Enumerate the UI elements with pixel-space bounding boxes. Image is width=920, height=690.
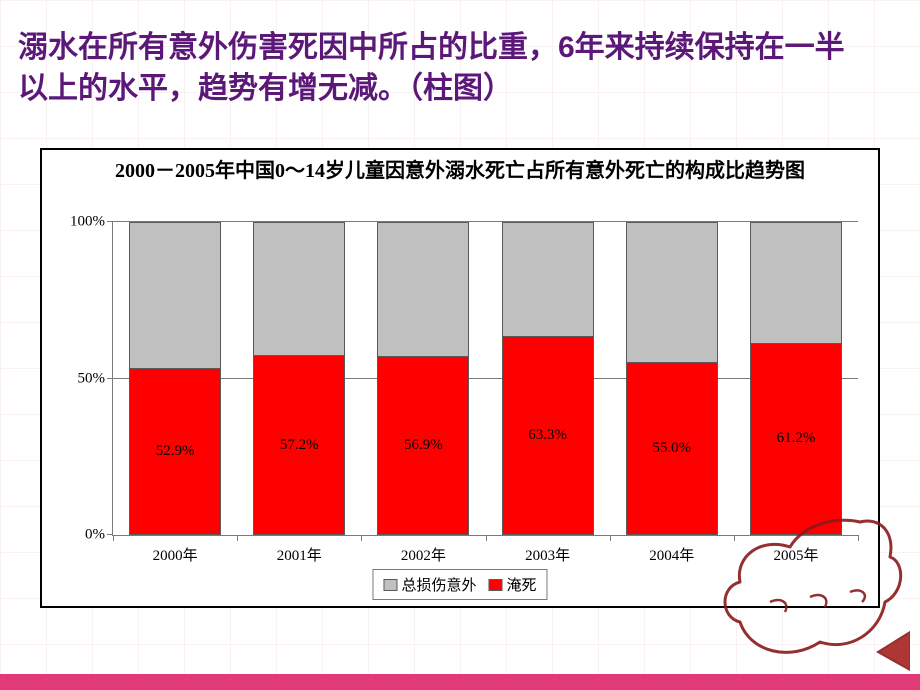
bar-value-label: 57.2%	[280, 437, 319, 454]
stacked-bar: 57.2%	[253, 222, 345, 535]
decorative-illustration	[710, 502, 910, 672]
chart-title: 2000－2005年中国0～14岁儿童因意外溺水死亡占所有意外死亡的构成比趋势图	[42, 150, 878, 188]
bar-slot: 57.2%	[237, 222, 361, 535]
bar-slot: 55.0%	[610, 222, 734, 535]
plot-area: 0% 50% 100% 52.9%57.2%56.9%63.3%55.0%61.…	[112, 222, 858, 536]
bar-value-label: 52.9%	[156, 443, 195, 460]
bar-segment-drowning: 56.9%	[378, 357, 468, 534]
legend-label: 淹死	[507, 574, 537, 595]
bar-segment-other	[254, 223, 344, 356]
x-tick-mark	[610, 535, 611, 541]
stacked-bar: 61.2%	[750, 222, 842, 535]
x-tick-mark	[113, 535, 114, 541]
bar-segment-other	[130, 223, 220, 369]
bar-slot: 56.9%	[361, 222, 485, 535]
bar-segment-other	[378, 223, 468, 357]
x-tick-mark	[237, 535, 238, 541]
legend-item: 淹死	[489, 574, 537, 595]
chart-legend: 总损伤意外 淹死	[372, 569, 547, 600]
legend-item: 总损伤意外	[383, 574, 476, 595]
bar-segment-drowning: 55.0%	[627, 363, 717, 534]
bar-segment-other	[627, 223, 717, 363]
bar-slot: 63.3%	[486, 222, 610, 535]
stacked-bar: 52.9%	[129, 222, 221, 535]
y-tick-label: 0%	[55, 527, 105, 544]
bar-value-label: 61.2%	[777, 430, 816, 447]
bar-segment-drowning: 63.3%	[503, 337, 593, 534]
stacked-bar: 63.3%	[502, 222, 594, 535]
bar-segment-other	[751, 223, 841, 344]
legend-label: 总损伤意外	[401, 574, 476, 595]
y-tick-label: 50%	[55, 370, 105, 387]
slide-headline: 溺水在所有意外伤害死因中所占的比重，6年来持续保持在一半以上的水平，趋势有增无减…	[18, 28, 860, 109]
x-axis-label: 2000年	[113, 544, 237, 565]
x-axis-label: 2001年	[237, 544, 361, 565]
x-axis-label: 2002年	[361, 544, 485, 565]
stacked-bar: 56.9%	[377, 222, 469, 535]
x-tick-mark	[486, 535, 487, 541]
bar-slot: 52.9%	[113, 222, 237, 535]
legend-swatch	[489, 579, 503, 591]
bar-value-label: 55.0%	[652, 440, 691, 457]
bottom-color-strip	[0, 674, 920, 690]
bar-value-label: 56.9%	[404, 437, 443, 454]
bar-slot: 61.2%	[734, 222, 858, 535]
y-tick-label: 100%	[55, 214, 105, 231]
x-tick-mark	[361, 535, 362, 541]
legend-swatch	[383, 579, 397, 591]
x-axis-label: 2003年	[486, 544, 610, 565]
stacked-bar: 55.0%	[626, 222, 718, 535]
bar-value-label: 63.3%	[528, 427, 567, 444]
bar-segment-drowning: 57.2%	[254, 356, 344, 534]
bar-segment-drowning: 52.9%	[130, 369, 220, 534]
bar-segment-other	[503, 223, 593, 337]
